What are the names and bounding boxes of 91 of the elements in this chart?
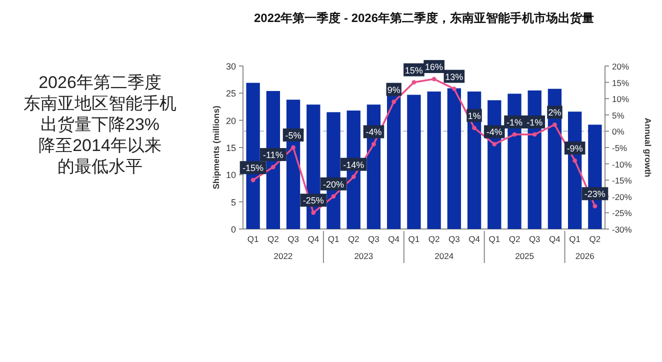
- y2-tick-label: -20%: [612, 192, 632, 202]
- point: [432, 76, 436, 82]
- text: 降至2014年以来: [38, 136, 162, 155]
- point: [270, 164, 276, 170]
- y2-tick-label: -5%: [612, 143, 628, 153]
- point: [572, 158, 578, 163]
- data-label: 13%: [445, 72, 464, 82]
- data-label: -1%: [526, 117, 543, 128]
- data-label: -9%: [566, 144, 583, 154]
- point: [472, 126, 476, 130]
- data-label: -25%: [302, 196, 324, 206]
- text: 东南亚地区智能手机: [24, 94, 176, 113]
- text: 2024: [434, 251, 454, 261]
- point: [492, 142, 497, 146]
- x-tick-label: Q2: [508, 234, 520, 244]
- x-tick-label: Q4: [468, 234, 480, 244]
- x-tick-label: Q2: [589, 234, 601, 244]
- y2-tick-label: 15%: [612, 78, 630, 88]
- x-tick-label: Q3: [528, 234, 541, 244]
- x-tick-label: Q2: [428, 234, 440, 244]
- x-tick-label: Q4: [308, 234, 320, 244]
- y-axis-title: Shipments (millions): [211, 106, 221, 190]
- y2-tick-label: -30%: [612, 224, 632, 234]
- data-label: -14%: [343, 160, 364, 170]
- data-label: -4%: [486, 127, 502, 138]
- bar: [407, 94, 421, 229]
- x-tick-label: Q3: [368, 234, 380, 244]
- x-tick-label: Q2: [348, 234, 360, 244]
- y-tick-label: 15: [226, 143, 236, 153]
- data-label: 9%: [387, 84, 400, 95]
- bar: [548, 88, 562, 229]
- y-tick-label: 5: [230, 197, 236, 208]
- x-tick-label: Q1: [408, 234, 420, 244]
- point: [392, 100, 396, 104]
- y2-tick-label: 0%: [612, 126, 625, 137]
- point: [291, 145, 296, 150]
- text: 2026年第二季度: [38, 73, 162, 92]
- point: [372, 142, 376, 146]
- data-label: 16%: [425, 62, 444, 72]
- y2-tick-label: -25%: [612, 208, 632, 218]
- point: [512, 132, 517, 137]
- data-label: 15%: [404, 65, 423, 76]
- bar: [427, 92, 441, 229]
- x-tick-label: Q4: [549, 234, 561, 244]
- x-tick-label: Q1: [328, 234, 340, 244]
- x-tick-label: Q1: [488, 234, 500, 244]
- x-tick-label: Q1: [247, 234, 259, 244]
- data-label: -20%: [322, 179, 344, 190]
- data-label: -5%: [285, 130, 302, 140]
- y2-tick-label: 10%: [612, 94, 630, 104]
- bar: [508, 94, 522, 229]
- text: 2022: [274, 251, 293, 261]
- data-label: -15%: [242, 163, 264, 174]
- data-label: 2%: [548, 108, 562, 118]
- point: [452, 86, 456, 92]
- data-label: -23%: [584, 189, 606, 200]
- y-tick-label: 30: [226, 62, 236, 72]
- data-label: -4%: [366, 127, 382, 138]
- x-tick-label: Q2: [267, 234, 280, 244]
- point: [331, 194, 336, 199]
- bar: [467, 92, 482, 229]
- bar: [447, 88, 462, 229]
- text: 2023: [354, 251, 374, 261]
- data-label: -1%: [506, 117, 523, 128]
- x-tick-label: Q4: [388, 234, 400, 244]
- text: 出货量下降23%: [40, 115, 160, 134]
- point: [592, 204, 598, 208]
- point: [532, 132, 537, 137]
- point: [552, 122, 557, 127]
- y2-axis-title: Annual growth: [643, 118, 653, 178]
- x-tick-label: Q3: [448, 234, 460, 244]
- point: [351, 174, 356, 180]
- y2-tick-label: -10%: [612, 159, 632, 170]
- data-label: 1%: [468, 110, 481, 121]
- point: [412, 80, 416, 84]
- x-tick-label: Q1: [569, 234, 581, 244]
- y2-tick-label: 5%: [612, 110, 625, 120]
- y2-tick-label: -15%: [612, 176, 632, 186]
- y-tick-label: 25: [226, 88, 236, 99]
- point: [311, 210, 316, 215]
- text: 2025: [515, 251, 534, 261]
- chart-title: 2022年第一季度 - 2026年第二季度，东南亚智能手机市场出货量: [254, 11, 594, 25]
- y2-tick-label: 20%: [612, 62, 630, 72]
- point: [250, 178, 256, 182]
- data-label: -11%: [262, 150, 284, 160]
- text: 2026: [575, 251, 595, 261]
- y-tick-label: 10: [226, 170, 236, 180]
- text: 的最低水平: [58, 157, 142, 176]
- x-tick-label: Q3: [288, 234, 300, 244]
- y-tick-label: 20: [226, 116, 236, 126]
- y-tick-label: 0: [230, 224, 236, 234]
